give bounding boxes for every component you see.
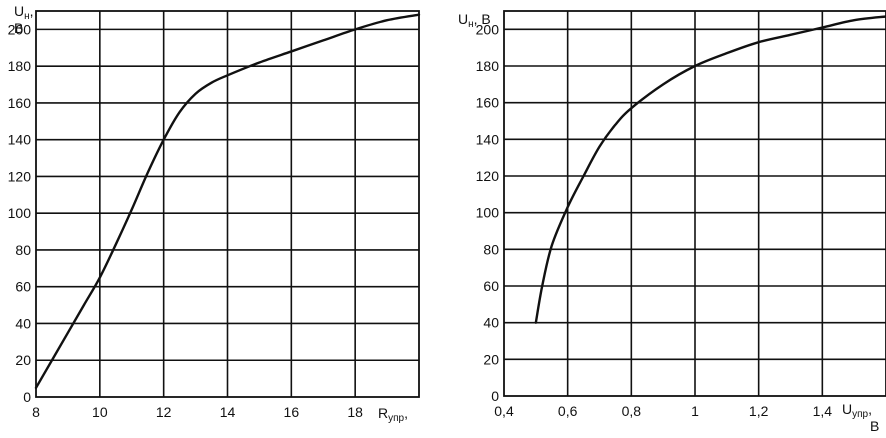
right-chart-y-tick-labels: 0 20 40 60 80 100 120 140 160 180 200 (476, 21, 500, 404)
left-chart-y-tick-label: 80 (15, 242, 31, 258)
right-chart-y-tick-label: 80 (483, 241, 499, 257)
left-chart-y-tick-label: 180 (8, 58, 32, 74)
left-chart-y-axis-unit: В (14, 20, 23, 36)
right-chart-x-tick-label: 0,8 (622, 403, 642, 419)
left-chart-x-tick-labels: 8 10 12 14 16 18 (32, 404, 363, 420)
right-chart-y-tick-label: 40 (483, 315, 499, 331)
left-chart-y-tick-label: 160 (8, 95, 32, 111)
right-chart-y-axis-label: Uн, В (458, 11, 491, 30)
left-chart-y-tick-label: 200 (8, 21, 32, 37)
right-chart-y-tick-label: 160 (476, 95, 500, 111)
left-chart-series (34, 13, 421, 390)
left-chart-y-tick-label: 120 (8, 168, 32, 184)
left-chart-y-tick-labels: 0 20 40 60 80 100 120 140 160 180 200 (8, 21, 32, 405)
right-chart-series (534, 15, 886, 324)
right-chart-y-tick-label: 140 (476, 131, 500, 147)
right-chart-y-tick-label: 120 (476, 168, 500, 184)
right-chart-y-tick-label: 0 (491, 388, 499, 404)
left-chart-x-axis-label: Rупр, (378, 405, 408, 424)
left-chart-x-tick-label: 14 (220, 404, 236, 420)
left-chart-y-tick-label: 100 (8, 205, 32, 221)
right-chart-x-tick-label: 1 (691, 403, 699, 419)
left-chart-x-tick-label: 18 (347, 404, 363, 420)
left-chart-x-tick-label: 10 (92, 404, 108, 420)
right-chart-x-tick-labels: 0,4 0,6 0,8 1 1,2 1,4 (494, 403, 832, 419)
left-chart-y-tick-label: 140 (8, 132, 32, 148)
right-chart-x-tick-label: 0,6 (558, 403, 578, 419)
left-chart-y-tick-label: 60 (15, 279, 31, 295)
right-chart-y-tick-label: 20 (483, 351, 499, 367)
left-chart-y-axis-label: Uн, (14, 3, 34, 22)
right-chart-series-line (534, 15, 886, 324)
left-chart-grid (35, 10, 420, 398)
left-chart-x-tick-label: 12 (156, 404, 172, 420)
right-chart-x-tick-label: 0,4 (494, 403, 514, 419)
right-chart-y-tick-label: 180 (476, 58, 500, 74)
left-chart-y-tick-label: 0 (23, 389, 31, 405)
left-chart-y-tick-label: 40 (15, 315, 31, 331)
left-chart-y-tick-label: 20 (15, 352, 31, 368)
left-chart-series-line (34, 13, 421, 390)
right-chart-grid (503, 10, 886, 397)
right-chart-x-axis-unit: В (870, 418, 879, 434)
right-chart: 0,4 0,6 0,8 1 1,2 1,4 0 20 40 60 80 100 120 140 160 18… (458, 10, 886, 434)
left-chart-x-tick-label: 8 (32, 404, 40, 420)
right-chart-x-tick-label: 1,4 (813, 403, 833, 419)
right-chart-y-tick-label: 100 (476, 205, 500, 221)
right-chart-y-tick-label: 200 (476, 21, 500, 37)
left-chart: 8 10 12 14 16 18 020406080100120140160180200 … (8, 3, 421, 424)
right-chart-x-tick-label: 1,2 (749, 403, 769, 419)
left-chart-x-tick-label: 16 (284, 404, 300, 420)
right-chart-y-tick-label: 60 (483, 278, 499, 294)
right-chart-x-axis-label: Uупр, (842, 401, 872, 420)
